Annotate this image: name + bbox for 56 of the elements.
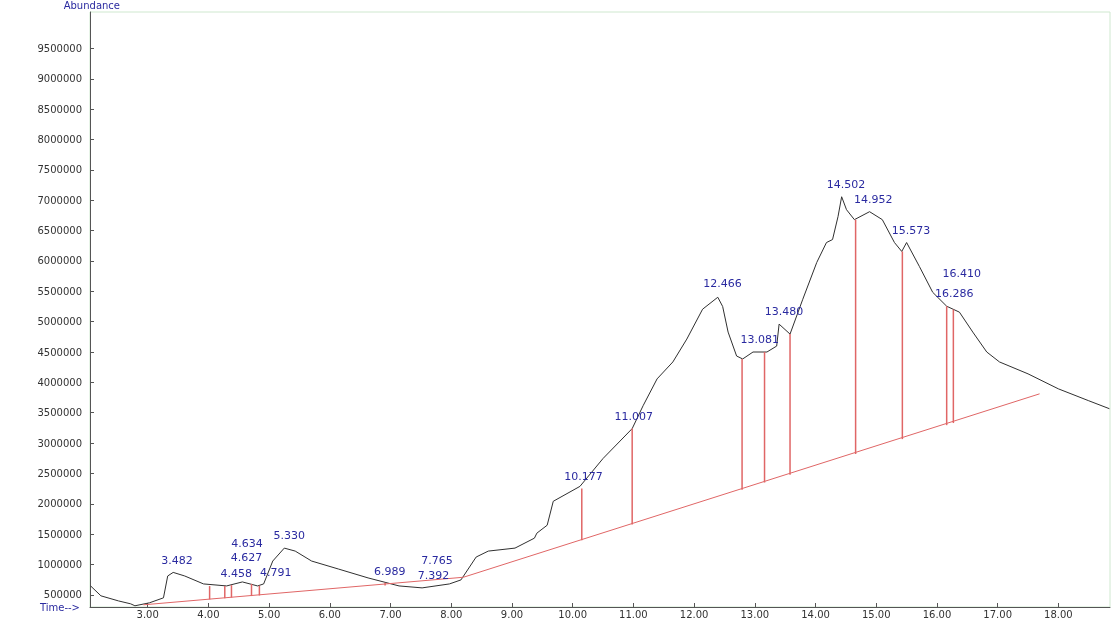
y-tick-label: 3500000 xyxy=(37,407,82,419)
y-tick-label: 5000000 xyxy=(37,316,82,328)
x-tick-label: 17.00 xyxy=(983,608,1012,619)
x-tick-label: 11.00 xyxy=(619,608,648,619)
y-tick-label: 4500000 xyxy=(37,346,82,358)
annotation: 4.791 xyxy=(259,566,292,580)
y-axis-title: Abundance xyxy=(63,0,120,11)
y-tick-label: 7000000 xyxy=(37,194,82,206)
x-tick-label: 3.00 xyxy=(136,608,159,619)
annotation: 7.765 xyxy=(421,554,453,568)
y-tick-label: 6000000 xyxy=(37,255,82,267)
y-tick-label: 8000000 xyxy=(37,134,82,145)
y-tick-label: 5500000 xyxy=(37,285,82,297)
annotation: 15.573 xyxy=(891,223,931,237)
y-tick-label: 8500000 xyxy=(37,103,82,115)
x-tick-label: 12.00 xyxy=(679,608,709,619)
annotation: 3.482 xyxy=(161,554,193,567)
x-tick-label: 6.00 xyxy=(318,608,341,619)
x-tick-label: 8.00 xyxy=(440,608,463,619)
x-tick-label: 13.00 xyxy=(740,608,770,619)
x-tick-label: 10.00 xyxy=(558,608,587,619)
y-tick-label: 9000000 xyxy=(37,73,82,85)
y-tick-label: 1500000 xyxy=(37,528,82,540)
x-axis-title: Time--> xyxy=(38,601,80,613)
y-tick-label: 2000000 xyxy=(37,498,82,510)
x-tick-label: 16.00 xyxy=(922,608,952,619)
annotation: 12.466 xyxy=(703,277,742,291)
annotation: 14.952 xyxy=(854,193,893,207)
x-tick-label: 18.00 xyxy=(1044,608,1073,619)
y-tick-label: 2500000 xyxy=(37,467,82,479)
x-tick-label: 4.00 xyxy=(197,608,220,619)
annotation: 4.458 xyxy=(220,566,252,580)
y-tick-label: 4000000 xyxy=(37,376,82,388)
y-tick-label: 9500000 xyxy=(37,42,82,54)
x-tick-label: 9.00 xyxy=(500,608,524,619)
x-tick-label: 14.00 xyxy=(801,608,830,619)
x-tick-label: 15.00 xyxy=(861,608,891,619)
y-tick-label: 3000000 xyxy=(37,437,82,449)
x-tick-label: 7.00 xyxy=(379,608,402,619)
x-tick-label: 5.00 xyxy=(257,608,281,619)
y-tick-label: 1000000 xyxy=(37,559,82,570)
annotation: 13.480 xyxy=(764,305,804,319)
y-tick-label: 7500000 xyxy=(37,164,82,176)
annotation: 4.634 xyxy=(231,536,263,550)
annotation: 14.502 xyxy=(826,177,866,191)
y-tick-label: 500000 xyxy=(43,589,82,601)
annotation: 13.081 xyxy=(740,333,779,346)
annotation: 6.989 xyxy=(374,564,406,578)
annotation: 16.410 xyxy=(942,266,982,280)
annotation: 10.177 xyxy=(564,469,603,483)
annotation: 16.286 xyxy=(935,287,974,301)
annotation: 5.330 xyxy=(273,529,305,543)
y-tick-label: 6500000 xyxy=(37,225,82,237)
annotation: 7.392 xyxy=(417,568,450,582)
annotation: 4.627 xyxy=(230,550,263,564)
annotation: 11.007 xyxy=(614,409,654,423)
